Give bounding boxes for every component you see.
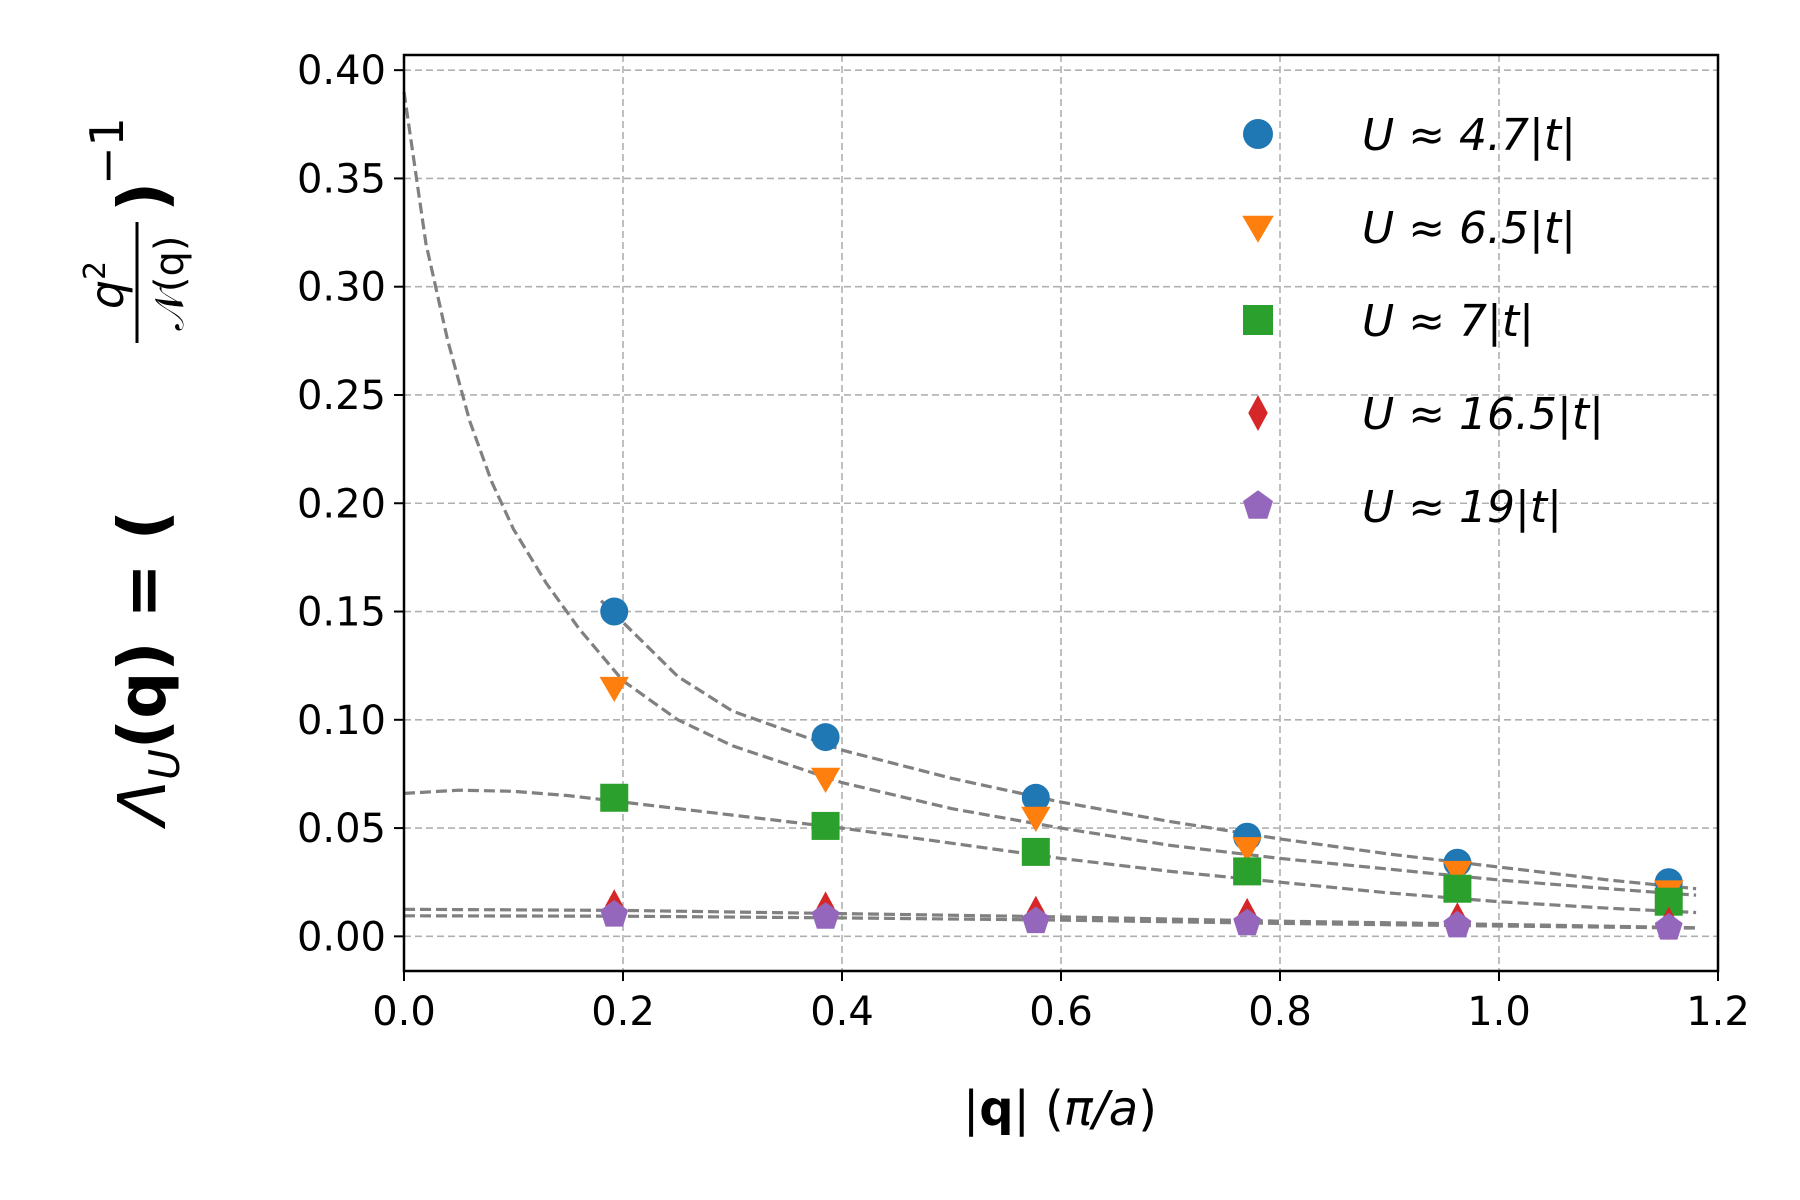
point-series1-0 — [599, 676, 629, 703]
y-label-num-exp: 2 — [78, 261, 113, 280]
y-label-num-q: q — [80, 280, 134, 309]
legend-marker-0 — [1243, 119, 1273, 149]
y-tick-label-4: 0.20 — [297, 481, 386, 527]
point-series1-3 — [1232, 837, 1262, 863]
legend-label-0: U ≈ 4.7|t| — [1362, 110, 1576, 161]
x-axis-label-unit: π/a — [1064, 1081, 1138, 1137]
x-tick-label-0: 0.0 — [372, 989, 436, 1035]
legend-marker-4 — [1243, 490, 1273, 519]
y-label-lhs: (q) = ( — [104, 510, 181, 749]
point-series1-2 — [1021, 806, 1051, 832]
point-series0-0 — [600, 597, 629, 626]
point-series4-0 — [600, 900, 629, 927]
point-series2-0 — [600, 783, 629, 812]
y-tick-label-0: 0.00 — [297, 914, 386, 960]
point-series4-5 — [1654, 913, 1683, 940]
y-label-exponent: −1 — [80, 117, 134, 185]
point-series2-3 — [1233, 857, 1262, 886]
point-series1-4 — [1442, 860, 1473, 887]
fit-curve-4 — [403, 914, 1697, 930]
x-tick-label-6: 1.2 — [1686, 989, 1750, 1035]
x-axis-label-q: q — [979, 1081, 1013, 1137]
x-tick-label-1: 0.2 — [591, 989, 655, 1035]
y-tick-label-5: 0.25 — [297, 373, 386, 419]
y-tick-label-8: 0.40 — [297, 48, 386, 94]
fit-curve-1 — [402, 91, 1697, 897]
y-label-sub: U — [140, 749, 189, 780]
data-markers — [599, 597, 1684, 941]
x-axis-label-mid: | ( — [1014, 1081, 1064, 1137]
point-series4-3 — [1233, 908, 1262, 936]
y-axis-label: ΛU(q) = ( q2 𝒩(q) ) −1 — [78, 117, 193, 830]
fit-curve-2 — [403, 788, 1697, 915]
point-series2-2 — [1021, 837, 1050, 866]
x-tick-label-4: 0.8 — [1248, 989, 1312, 1035]
point-series0-2 — [1021, 783, 1050, 812]
point-series4-2 — [1021, 906, 1050, 934]
legend-label-3: U ≈ 16.5|t| — [1362, 389, 1604, 440]
y-tick-label-7: 0.35 — [297, 156, 386, 202]
legend-marker-3 — [1248, 395, 1268, 431]
x-tick-label-3: 0.6 — [1029, 989, 1093, 1035]
point-series4-4 — [1443, 910, 1472, 938]
point-series4-1 — [811, 902, 840, 929]
point-series2-4 — [1443, 874, 1472, 903]
x-tick-label-2: 0.4 — [810, 989, 874, 1035]
fit-curve-0 — [599, 599, 1697, 891]
legend: U ≈ 4.7|t| U ≈ 6.5|t| U ≈ 7|t| U ≈ 16.5|t| U… — [1242, 110, 1604, 533]
legend-marker-1 — [1242, 215, 1274, 243]
svg-text:ΛU(q) = (: ΛU(q) = ( — [104, 510, 189, 830]
legend-label-2: U ≈ 7|t| — [1362, 296, 1534, 347]
axis-ticks: 0.0 0.2 0.4 0.6 0.8 1.0 1.2 0.00 0.05 0.10 0.15 0.2… — [297, 48, 1750, 1035]
legend-marker-2 — [1243, 305, 1273, 335]
y-tick-label-6: 0.30 — [297, 265, 386, 311]
legend-label-1: U ≈ 6.5|t| — [1362, 203, 1576, 254]
x-axis-label-close: ) — [1138, 1081, 1157, 1137]
point-series0-1 — [811, 723, 840, 752]
y-label-lambda: Λ — [104, 780, 181, 830]
y-tick-label-3: 0.15 — [297, 590, 386, 636]
x-axis-label-bar-left: | — [963, 1081, 979, 1137]
point-series2-1 — [811, 811, 840, 840]
y-tick-label-1: 0.05 — [297, 806, 386, 852]
y-label-denominator: 𝒩(q) — [147, 236, 193, 331]
point-series1-1 — [810, 767, 841, 793]
y-tick-label-2: 0.10 — [297, 698, 386, 744]
x-axis-label: |q| (π/a) — [963, 1081, 1157, 1137]
y-label-numerator: q2 — [78, 261, 134, 309]
x-tick-label-5: 1.0 — [1467, 989, 1531, 1035]
legend-label-4: U ≈ 19|t| — [1362, 482, 1562, 533]
y-label-close: ) — [104, 182, 181, 212]
